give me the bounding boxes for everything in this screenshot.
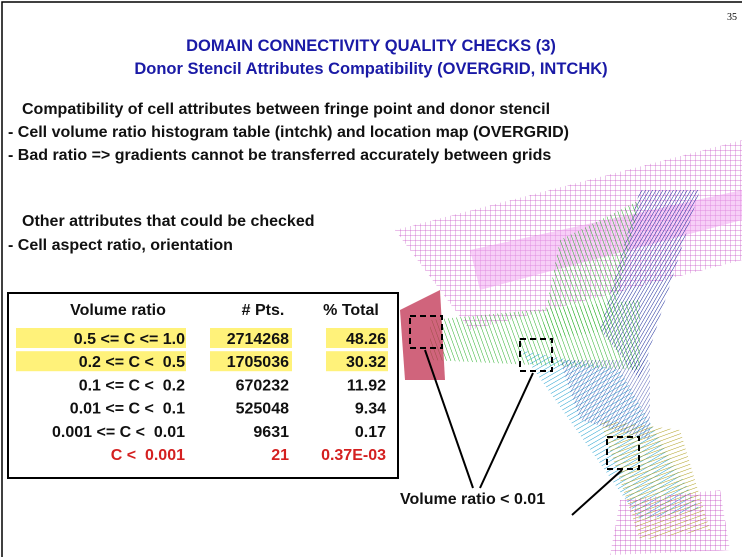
table-header: Volume ratio [70,302,166,319]
annotation: Volume ratio < 0.01 [400,491,545,508]
table-cell: 670232 [236,377,289,394]
table-cell: 9631 [253,424,289,441]
table-cell: 30.32 [346,354,386,371]
table-cell: 0.17 [355,424,386,441]
table-cell: 11.92 [347,377,386,394]
table-header: # Pts. [242,302,285,319]
table-cell: 0.5 <= C <= 1.0 [74,331,185,348]
table-cell: 525048 [236,401,289,418]
slide: 35 DOMAIN CONNECTIVITY QUALITY CHECKS (3… [0,0,742,557]
body-text: - Bad ratio => gradients cannot be trans… [8,147,551,164]
table-cell: 0.01 <= C < 0.1 [70,401,185,418]
table-cell: 21 [271,447,289,464]
page-number: 35 [727,12,737,23]
title: DOMAIN CONNECTIVITY QUALITY CHECKS (3) [186,37,556,55]
body-text: - Cell aspect ratio, orientation [8,237,233,254]
body-text: - Cell volume ratio histogram table (int… [8,124,569,141]
table-cell: 0.001 <= C < 0.01 [52,424,185,441]
table-cell: C < 0.001 [111,447,185,464]
table-cell: 48.26 [346,331,386,348]
table-cell: 2714268 [227,331,289,348]
table: Volume ratio # Pts. % Total 0.5 <= C <= … [8,293,398,478]
table-cell: 1705036 [227,354,289,371]
table-cell: 0.1 <= C < 0.2 [79,377,185,394]
body-text: Other attributes that could be checked [22,213,315,230]
table-cell: 0.2 <= C < 0.5 [79,354,185,371]
body-text: Compatibility of cell attributes between… [22,101,550,118]
table-cell: 0.37E-03 [321,447,386,464]
subtitle: Donor Stencil Attributes Compatibility (… [134,60,607,78]
table-cell: 9.34 [355,401,386,418]
table-header: % Total [323,302,379,319]
